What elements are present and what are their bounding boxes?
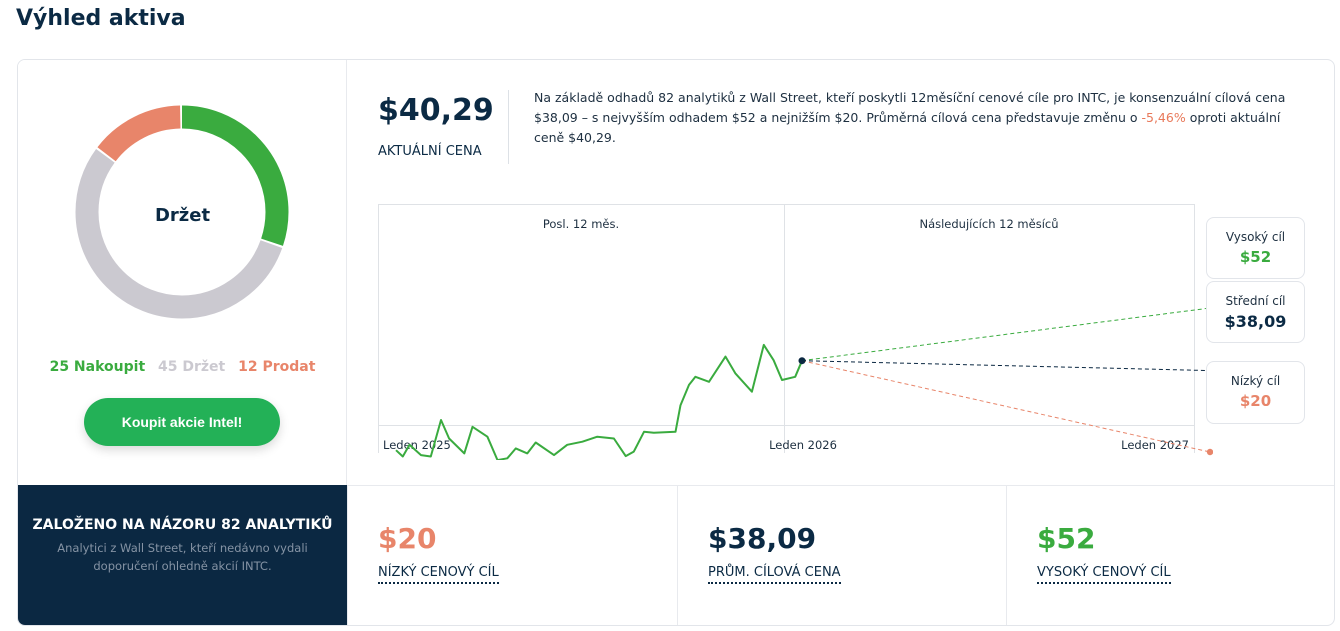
high-target-caption[interactable]: VYSOKÝ CENOVÝ CÍL bbox=[1037, 565, 1171, 584]
donut-segment-hold bbox=[75, 105, 289, 319]
mid-target-value: $38,09 bbox=[1224, 312, 1287, 331]
avg-target-caption[interactable]: PRŮM. CÍLOVÁ CENA bbox=[708, 565, 841, 584]
low-target-caption[interactable]: NÍZKÝ CENOVÝ CÍL bbox=[378, 565, 499, 584]
mid-target-label: Střední cíl bbox=[1225, 294, 1286, 308]
analyst-basis-title: ZALOŽENO NA NÁZORU 82 ANALYTIKŮ bbox=[32, 517, 333, 533]
forecast-description: Na základě odhadů 82 analytiků z Wall St… bbox=[534, 88, 1304, 148]
desc-text: Na základě odhadů 82 analytiků z Wall St… bbox=[534, 90, 1286, 125]
high-target-amount: $52 bbox=[1037, 522, 1096, 555]
chart-frame bbox=[378, 204, 1195, 426]
mid-target-box: Střední cíl $38,09 bbox=[1206, 281, 1305, 343]
high-target-value: $52 bbox=[1239, 248, 1272, 266]
x-label-start: Leden 2025 bbox=[383, 438, 451, 452]
price-change: -5,46% bbox=[1141, 110, 1186, 125]
low-target-point bbox=[1206, 448, 1213, 456]
rating-counts: 25 Nakoupit 45 Držet 12 Prodat bbox=[18, 359, 347, 375]
consensus-panel: Držet 25 Nakoupit 45 Držet 12 Prodat Kou… bbox=[18, 60, 347, 485]
analyst-basis-panel: ZALOŽENO NA NÁZORU 82 ANALYTIKŮ Analytic… bbox=[18, 485, 347, 625]
buy-count: 25 Nakoupit bbox=[49, 359, 146, 375]
consensus-donut bbox=[75, 105, 289, 319]
low-target-label: Nízký cíl bbox=[1230, 374, 1281, 388]
asset-outlook-card: Držet 25 Nakoupit 45 Držet 12 Prodat Kou… bbox=[17, 59, 1335, 626]
high-target-cell: $52 VYSOKÝ CENOVÝ CÍL bbox=[1006, 485, 1334, 625]
analyst-basis-subtitle: Analytici z Wall Street, kteří nedávno v… bbox=[57, 541, 308, 573]
high-target-box: Vysoký cíl $52 bbox=[1206, 217, 1305, 279]
desc-text-end: oproti aktuální ceně $40,29. bbox=[534, 110, 1281, 145]
current-price-label: AKTUÁLNÍ CENA bbox=[378, 144, 482, 159]
x-label-mid: Leden 2026 bbox=[769, 438, 837, 452]
low-target-value: $20 bbox=[1239, 392, 1272, 410]
section-future: Následujících 12 měsíců bbox=[919, 217, 1058, 231]
divider bbox=[508, 90, 509, 164]
x-label-end: Leden 2027 bbox=[1121, 438, 1189, 452]
page-title: Výhled aktiva bbox=[16, 6, 186, 31]
consensus-rating: Držet bbox=[154, 205, 211, 226]
donut-segment-buy bbox=[75, 105, 289, 319]
current-price: $40,29 bbox=[378, 93, 494, 128]
low-target-cell: $20 NÍZKÝ CENOVÝ CÍL bbox=[347, 485, 677, 625]
avg-target-amount: $38,09 bbox=[708, 522, 817, 555]
price-forecast-chart: Posl. 12 měs. Následujících 12 měsíců Le… bbox=[378, 204, 1213, 460]
buy-stock-button[interactable]: Koupit akcie Intel! bbox=[84, 398, 280, 446]
low-target-box: Nízký cíl $20 bbox=[1206, 361, 1305, 424]
sell-count: 12 Prodat bbox=[238, 359, 316, 375]
avg-target-cell: $38,09 PRŮM. CÍLOVÁ CENA bbox=[677, 485, 1006, 625]
section-past: Posl. 12 měs. bbox=[543, 217, 619, 231]
low-target-amount: $20 bbox=[378, 522, 437, 555]
high-target-line bbox=[801, 307, 1211, 362]
price-history-line bbox=[395, 343, 803, 460]
mid-target-line bbox=[801, 360, 1211, 372]
high-target-label: Vysoký cíl bbox=[1225, 230, 1286, 244]
hold-count: 45 Držet bbox=[158, 359, 226, 375]
current-price-point bbox=[798, 357, 806, 365]
